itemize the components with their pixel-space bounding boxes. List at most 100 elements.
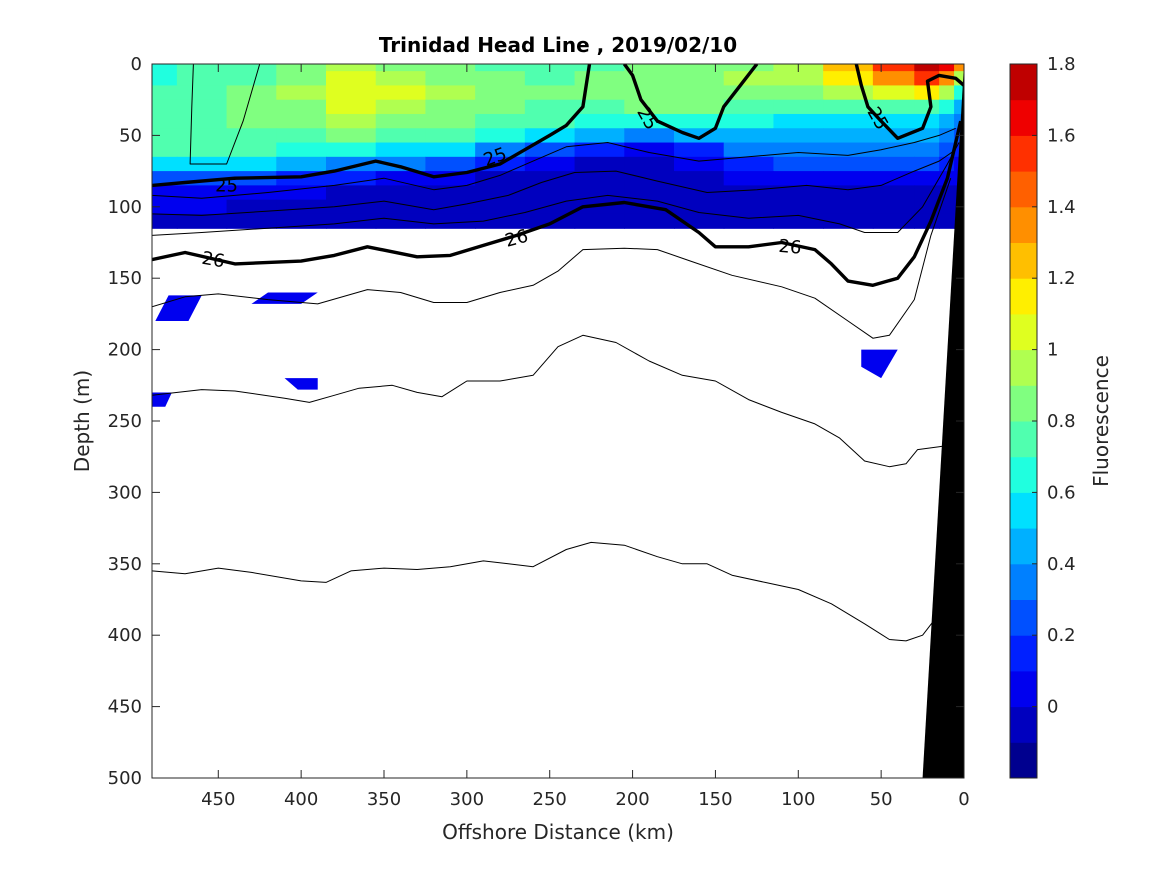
fluorescence-cell	[226, 71, 277, 87]
colorbar-segment	[1010, 492, 1037, 529]
fluorescence-cell	[954, 85, 964, 101]
fluorescence-cell	[375, 156, 427, 172]
fluorescence-cell	[226, 113, 277, 129]
y-tick-label: 500	[108, 768, 142, 789]
colorbar: 1.8 1.6 1.4 1.2 1 0.8 0.6 0.4 0.2 0	[1009, 54, 1076, 779]
fluorescence-cell	[226, 213, 277, 229]
fluorescence-cell	[276, 199, 327, 215]
fluorescence-cell	[939, 128, 955, 144]
fluorescence-cell	[872, 99, 915, 115]
fluorescence-cell	[425, 71, 476, 87]
x-tick-label: 300	[450, 789, 484, 810]
fluorescence-cell	[475, 64, 526, 72]
fluorescence-cell	[954, 64, 964, 72]
fluorescence-cell	[425, 99, 476, 115]
fluorescence-cell	[425, 113, 476, 129]
fluorescence-cell	[524, 71, 576, 87]
colorbar-tick-label: 1.2	[1047, 268, 1076, 289]
fluorescence-cell	[823, 142, 874, 158]
fluorescence-cell	[326, 113, 377, 129]
fluorescence-cell	[954, 71, 964, 87]
y-axis-title: Depth (m)	[70, 370, 94, 472]
fluorescence-cell	[375, 64, 427, 72]
fluorescence-cell	[176, 199, 228, 215]
colorbar-title: Fluorescence	[1089, 355, 1113, 487]
fluorescence-cell	[475, 171, 526, 186]
fluorescence-cell	[872, 199, 915, 215]
fluorescence-cell	[152, 213, 178, 229]
y-tick-label: 100	[108, 197, 142, 218]
fluorescence-cell	[574, 113, 625, 129]
y-tick-label: 50	[119, 125, 142, 146]
fluorescence-cell	[276, 113, 327, 129]
fluorescence-cell	[624, 128, 675, 144]
fluorescence-cell	[823, 64, 874, 72]
fluorescence-cell	[375, 185, 427, 201]
x-tick-label: 450	[201, 789, 235, 810]
fluorescence-cell	[375, 142, 427, 158]
fluorescence-cell	[276, 71, 327, 87]
fluorescence-cell	[723, 113, 775, 129]
fluorescence-cell	[475, 142, 526, 158]
fluorescence-cell	[723, 71, 775, 87]
fluorescence-cell	[674, 142, 725, 158]
density-contour	[189, 64, 261, 165]
x-tick-label: 400	[284, 789, 318, 810]
fluorescence-cell	[624, 142, 675, 158]
fluorescence-cell	[574, 185, 625, 201]
fluorescence-cell	[524, 142, 576, 158]
fluorescence-patch	[284, 378, 318, 390]
fluorescence-cell	[624, 64, 675, 72]
fluorescence-cell	[674, 64, 725, 72]
colorbar-segment	[1010, 563, 1037, 600]
fluorescence-cell	[872, 71, 915, 87]
fluorescence-cell	[674, 85, 725, 101]
fluorescence-cell	[723, 64, 775, 72]
fluorescence-cell	[276, 185, 327, 201]
fluorescence-cell	[823, 128, 874, 144]
fluorescence-cell	[475, 71, 526, 87]
fluorescence-cell	[574, 156, 625, 172]
colorbar-segment	[1010, 135, 1037, 172]
fluorescence-cell	[914, 185, 940, 201]
density-contour	[152, 127, 956, 199]
fluorescence-cell	[674, 113, 725, 129]
fluorescence-cell	[723, 99, 775, 115]
fluorescence-cell	[524, 171, 576, 186]
colorbar-segment	[1010, 171, 1037, 208]
fluorescence-cell	[574, 71, 625, 87]
fluorescence-cell	[723, 128, 775, 144]
fluorescence-cell	[326, 85, 377, 101]
fluorescence-cell	[152, 113, 178, 129]
fluorescence-cell	[723, 156, 775, 172]
fluorescence-cell	[723, 142, 775, 158]
fluorescence-cell	[773, 171, 824, 186]
fluorescence-cell	[226, 156, 277, 172]
colorbar-segment	[1010, 742, 1037, 779]
fluorescence-cell	[723, 185, 775, 201]
fluorescence-cell	[524, 85, 576, 101]
fluorescence-cell	[773, 113, 824, 129]
colorbar-segment	[1010, 599, 1037, 636]
contour-label: 26	[778, 236, 803, 259]
density-contour-bold	[152, 64, 592, 188]
colorbar-segment	[1010, 242, 1037, 279]
y-tick-label: 350	[108, 554, 142, 575]
colorbar-segment	[1010, 635, 1037, 672]
fluorescence-cell	[375, 199, 427, 215]
fluorescence-cell	[624, 85, 675, 101]
fluorescence-cell	[823, 185, 874, 201]
x-tick-label: 0	[958, 789, 969, 810]
fluorescence-cell	[914, 99, 940, 115]
fluorescence-cell	[475, 213, 526, 229]
fluorescence-cell	[674, 185, 725, 201]
fluorescence-cell	[674, 71, 725, 87]
fluorescence-cell	[524, 185, 576, 201]
fluorescence-cell	[375, 213, 427, 229]
fluorescence-cell	[872, 64, 915, 72]
colorbar-tick-label: 1.8	[1047, 54, 1076, 75]
fluorescence-cell	[152, 85, 178, 101]
colorbar-segment	[1010, 421, 1037, 458]
